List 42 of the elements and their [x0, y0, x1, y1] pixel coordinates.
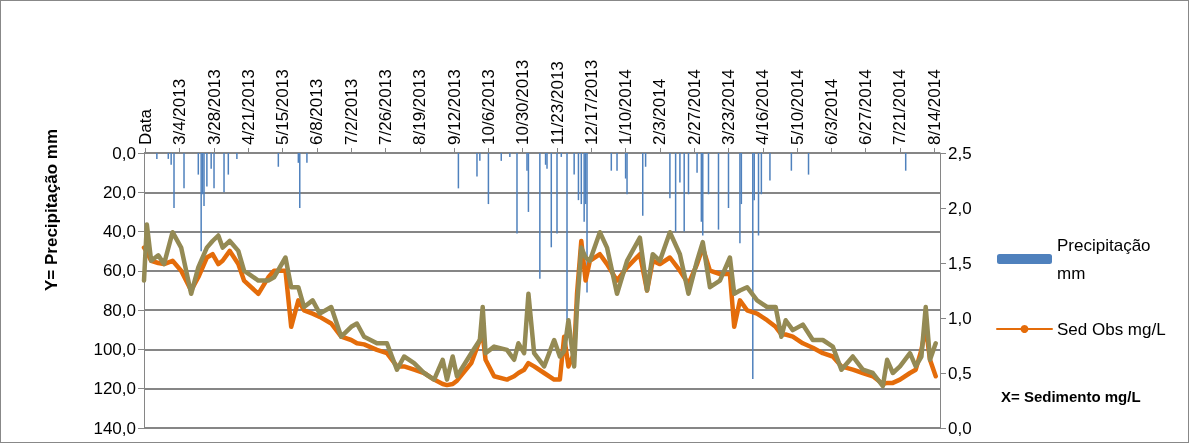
y-axis-title: Y= Precipitação mm	[42, 128, 61, 291]
y2-axis-title: X= Sedimento mg/L	[1001, 388, 1141, 405]
y-tick-label: 100,0	[93, 339, 136, 359]
x-tick-label: 6/3/2014	[821, 78, 841, 145]
y2-tick-label: 0,5	[948, 363, 972, 383]
x-tick-label: 3/4/2013	[170, 78, 190, 145]
x-tick-label: 4/16/2014	[753, 69, 773, 145]
x-tick-label: 10/30/2013	[513, 59, 533, 145]
x-tick-label: 2/3/2014	[650, 78, 670, 145]
legend-label: Sed Obs mg/L	[1057, 319, 1166, 339]
y2-tick-label: 0,0	[948, 418, 972, 438]
y-tick-label: 80,0	[102, 300, 136, 320]
legend-label: Precipitação mm	[1057, 235, 1156, 283]
y-tick-label: 20,0	[102, 182, 136, 202]
y-tick-label: 40,0	[102, 222, 136, 242]
x-tick-label: 4/21/2013	[238, 69, 258, 145]
x-tick-label: 7/2/2013	[341, 78, 361, 145]
y-tick-label: 140,0	[93, 418, 136, 438]
y2-tick-label: 2,5	[948, 143, 972, 163]
y2-tick-label: 2,0	[948, 198, 972, 218]
x-tick-label: 10/6/2013	[478, 69, 498, 145]
x-tick-label: 5/10/2014	[787, 69, 807, 145]
x-tick-label: 7/26/2013	[376, 69, 396, 145]
y-tick-label: 0,0	[112, 143, 136, 163]
x-tick-label: 3/23/2014	[719, 69, 738, 145]
x-tick-label: 6/27/2014	[856, 69, 876, 145]
x-tick-label: 9/12/2013	[444, 69, 464, 145]
y2-tick-label: 1,0	[948, 308, 972, 328]
x-tick-label: 6/8/2013	[307, 78, 327, 145]
x-tick-label: 11/23/2013	[547, 61, 567, 145]
y2-tick-label: 1,5	[948, 253, 972, 273]
x-tick-label: 8/14/2014	[924, 69, 944, 145]
x-tick-label: 12/17/2013	[581, 59, 601, 145]
x-tick-label: 7/21/2014	[890, 69, 910, 145]
x-tick-label: Data	[135, 108, 155, 145]
x-tick-label: 8/19/2013	[410, 69, 430, 145]
x-tick-label: 1/10/2014	[616, 69, 636, 145]
y-tick-label: 60,0	[102, 261, 136, 281]
x-tick-label: 2/27/2014	[684, 69, 704, 145]
x-tick-label: 3/28/2013	[204, 69, 224, 145]
x-tick-label: 5/15/2013	[273, 69, 293, 145]
y-tick-label: 120,0	[93, 379, 136, 399]
